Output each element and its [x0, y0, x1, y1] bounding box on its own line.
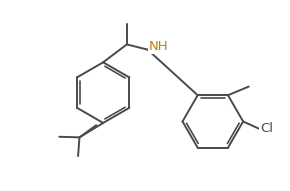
Text: NH: NH	[149, 40, 169, 53]
Text: Cl: Cl	[260, 122, 273, 135]
